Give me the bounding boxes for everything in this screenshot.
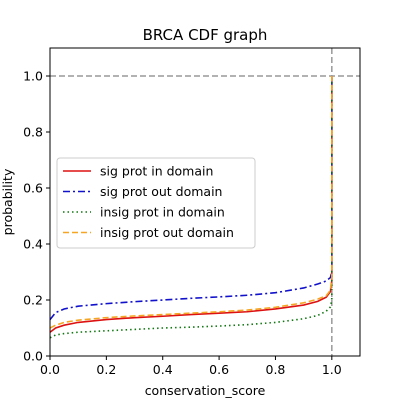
series-line-4 xyxy=(50,76,333,329)
legend-box xyxy=(56,157,256,249)
x-tick-label-2: 0.2 xyxy=(96,362,116,377)
x-tick-label-6: 1.0 xyxy=(322,362,342,377)
chart-title: BRCA CDF graph xyxy=(143,26,268,44)
x-tick-label-1: 0.0 xyxy=(40,362,60,377)
legend-label-3: insig prot in domain xyxy=(100,205,225,220)
x-tick-label-5: 0.8 xyxy=(266,362,286,377)
plot-frame xyxy=(49,47,361,357)
y-axis-label: probability xyxy=(0,168,15,235)
legend-label-4: insig prot out domain xyxy=(100,225,234,240)
y-tick-label-5: 0.8 xyxy=(23,125,43,140)
y-tick-label-4: 0.6 xyxy=(23,181,43,196)
legend: sig prot in domain sig prot out domain ins… xyxy=(56,157,256,249)
series-line-1 xyxy=(50,76,333,333)
axes: 0.0 0.2 0.4 0.6 0.8 1.0 0.0 0.2 0.4 0.6 0.8 1.0 xyxy=(23,47,361,377)
legend-label-1: sig prot in domain xyxy=(100,164,213,179)
x-tick-label-4: 0.6 xyxy=(209,362,229,377)
y-tick-label-3: 0.4 xyxy=(23,237,43,252)
y-tick-label-6: 1.0 xyxy=(23,69,43,84)
y-tick-label-2: 0.2 xyxy=(23,293,43,308)
y-tick-label-1: 0.0 xyxy=(23,349,43,364)
x-axis-label: conservation_score xyxy=(145,383,266,398)
legend-label-2: sig prot out domain xyxy=(100,184,222,199)
plot-area xyxy=(50,48,360,356)
x-tick-label-3: 0.4 xyxy=(153,362,173,377)
